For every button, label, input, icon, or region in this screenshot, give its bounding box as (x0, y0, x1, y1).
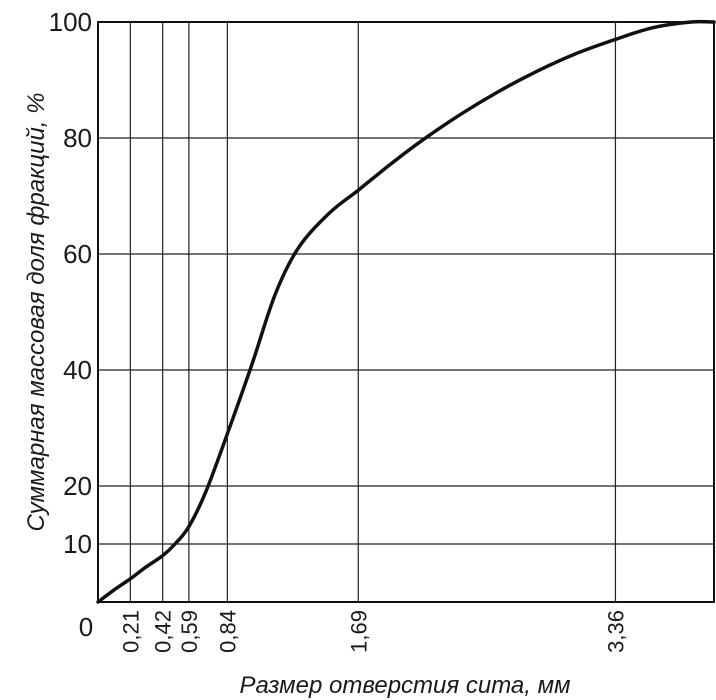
y-tick-label-0: 10 (63, 529, 92, 559)
x-tick-label-2: 0,59 (177, 610, 202, 653)
plot-frame (97, 21, 715, 603)
grid (98, 21, 714, 602)
y-tick-label-1: 20 (63, 471, 92, 501)
x-axis-title: Размер отверстия сита, мм (239, 672, 570, 699)
y-axis-title: Суммарная массовая доля фракций, % (23, 93, 50, 532)
x-tick-label-0: 0,21 (118, 610, 143, 653)
x-tick-label-3: 0,84 (215, 610, 240, 653)
tick-labels: 0,21 0,42 0,59 0,84 1,69 3,36 10 20 40 60 80 100 0 (49, 7, 629, 653)
x-tick-label-4: 1,69 (346, 610, 371, 653)
y-tick-label-4: 80 (63, 123, 92, 153)
x-tick-label-1: 0,42 (151, 610, 176, 653)
y-tick-label-3: 60 (63, 239, 92, 269)
grading-curve-0 (96, 19, 716, 604)
y-tick-label-2: 40 (63, 355, 92, 385)
origin-label: 0 (79, 612, 93, 642)
y-tick-label-5: 100 (49, 7, 92, 37)
curve-layer (96, 19, 716, 604)
x-tick-label-5: 3,36 (603, 610, 628, 653)
